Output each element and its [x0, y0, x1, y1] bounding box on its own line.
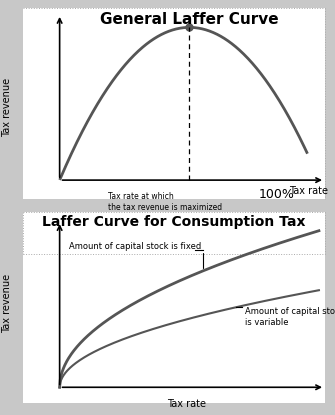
Text: Tax revenue: Tax revenue — [2, 273, 12, 332]
Text: 100%: 100% — [259, 188, 295, 201]
Text: Tax rate: Tax rate — [167, 399, 206, 409]
Text: Tax revenue: Tax revenue — [2, 78, 12, 137]
Text: Tax rate at which
the tax revenue is maximized: Tax rate at which the tax revenue is max… — [108, 192, 222, 212]
Text: General Laffer Curve: General Laffer Curve — [100, 12, 279, 27]
Text: Amount of capital stock
is variable: Amount of capital stock is variable — [246, 307, 335, 327]
Text: Amount of capital stock is fixed: Amount of capital stock is fixed — [69, 242, 201, 251]
Text: Tax rate: Tax rate — [289, 186, 328, 196]
Text: Laffer Curve for Consumption Tax: Laffer Curve for Consumption Tax — [43, 215, 306, 229]
